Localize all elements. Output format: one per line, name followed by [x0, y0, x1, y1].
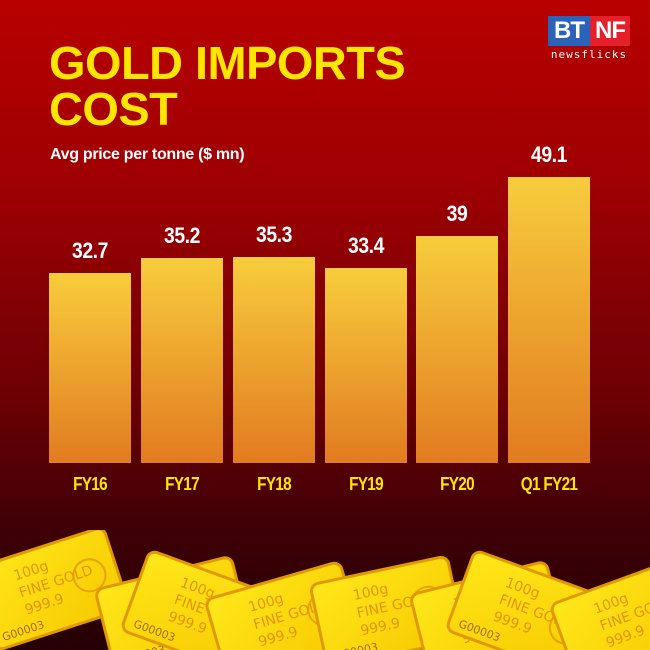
value-label: 49.1: [531, 142, 567, 167]
bar-fy18: [233, 257, 315, 463]
x-axis-label: FY20: [440, 474, 475, 494]
value-label: 35.2: [164, 223, 200, 248]
title-line-1: GOLD IMPORTS: [49, 37, 406, 89]
bar-fy16: [49, 273, 131, 463]
bar-q1-fy21: [508, 177, 590, 463]
x-axis-label: FY19: [349, 474, 384, 494]
title-line-2: COST: [49, 83, 178, 135]
svg-text:100g: 100g: [352, 581, 390, 604]
logo-nf: NF: [590, 16, 630, 46]
logo-tagline: newsflicks: [550, 48, 628, 61]
x-axis-label: FY16: [73, 474, 108, 494]
bt-newsflicks-logo: BT NF newsflicks: [548, 16, 630, 61]
bar-fy17: [141, 258, 223, 463]
chart-subtitle: Avg price per tonne ($ mn): [50, 146, 245, 163]
value-label: 35.3: [256, 222, 292, 247]
bar-fy19: [325, 268, 407, 463]
value-label: 32.7: [72, 238, 108, 263]
x-axis-label: FY17: [165, 474, 200, 494]
x-axis-label: FY18: [257, 474, 292, 494]
value-label: 33.4: [348, 233, 384, 258]
value-label: 39: [446, 201, 468, 226]
chart-title: GOLD IMPORTS COST: [49, 37, 406, 135]
x-axis-label: Q1 FY21: [520, 474, 578, 494]
logo-bt: BT: [548, 16, 590, 46]
svg-text:G00003: G00003: [334, 640, 379, 650]
bar-chart: 32.7 FY16 35.2 FY17 35.3 FY18 33.4 FY19 39 FY20 49…: [49, 142, 590, 494]
bar-fy20: [416, 236, 498, 463]
